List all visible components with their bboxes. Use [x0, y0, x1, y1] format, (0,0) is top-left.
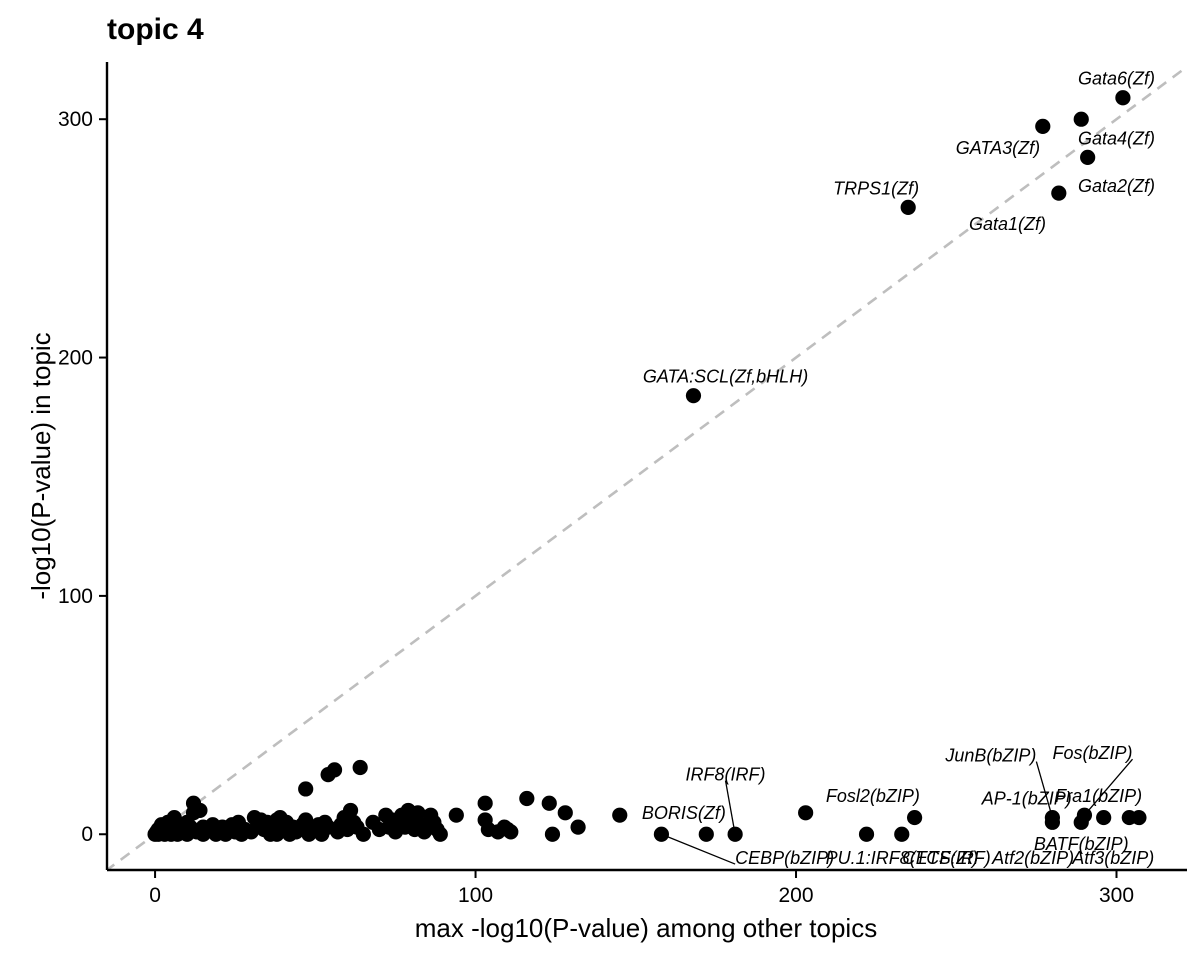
- x-tick-label: 200: [778, 884, 813, 907]
- x-tick-label: 0: [149, 884, 161, 907]
- data-point: [541, 795, 557, 811]
- point-label: BATF(bZIP): [1034, 834, 1129, 854]
- data-point: [900, 199, 916, 215]
- point-label: JunB(bZIP): [944, 746, 1036, 766]
- data-point: [1096, 809, 1112, 826]
- data-point: [355, 826, 371, 842]
- point-label: Gata6(Zf): [1078, 69, 1155, 89]
- point-label: Fos(bZIP): [1053, 743, 1133, 763]
- data-point: [1035, 118, 1051, 134]
- chart-title: topic 4: [107, 13, 204, 46]
- point-label: BORIS(Zf): [642, 803, 726, 823]
- data-point: [727, 826, 743, 842]
- y-axis-title: -log10(P-value) in topic: [26, 332, 56, 599]
- data-point: [1131, 809, 1147, 826]
- data-point: [1073, 111, 1089, 127]
- data-point: [326, 762, 343, 778]
- point-label: Gata1(Zf): [969, 214, 1046, 234]
- data-point: [698, 826, 714, 842]
- point-label: Atf3(bZIP): [1071, 848, 1154, 868]
- label-leader-line: [724, 780, 736, 835]
- point-label: GATA:SCL(Zf,bHLH): [643, 367, 808, 387]
- point-label: TRPS1(Zf): [833, 178, 919, 198]
- data-point: [342, 802, 359, 819]
- data-point: [519, 790, 535, 807]
- x-tick-label: 100: [458, 884, 493, 907]
- y-tick-label: 100: [58, 585, 93, 608]
- point-label: Fra1(bZIP): [1055, 786, 1142, 806]
- point-label: CEBP(bZIP): [735, 848, 834, 868]
- data-point: [503, 824, 519, 840]
- data-point: [570, 819, 586, 835]
- label-leader-line: [1035, 761, 1054, 818]
- data-point: [858, 826, 875, 842]
- data-point: [894, 826, 910, 842]
- data-point: [477, 795, 493, 811]
- point-label: Gata4(Zf): [1078, 128, 1155, 148]
- point-label: CTCF(Zf): [902, 848, 978, 868]
- diagonal-reference-line: [107, 65, 1187, 870]
- point-label: GATA3(Zf): [956, 138, 1040, 158]
- data-point: [906, 809, 923, 826]
- x-axis-title: max -log10(P-value) among other topics: [415, 913, 877, 943]
- data-point: [1076, 807, 1093, 823]
- data-point: [1051, 185, 1067, 201]
- data-point: [653, 826, 670, 842]
- data-point: [1115, 90, 1131, 106]
- data-point: [612, 807, 628, 823]
- data-point: [432, 826, 448, 842]
- y-tick-label: 300: [58, 108, 93, 131]
- data-point: [1080, 149, 1096, 165]
- data-point: [1044, 814, 1061, 830]
- point-label: PU.1:IRF8(ETS:IRF): [826, 848, 991, 868]
- y-tick-label: 0: [81, 823, 93, 846]
- data-point: [298, 812, 314, 828]
- data-point: [352, 759, 368, 776]
- y-tick-label: 200: [58, 347, 93, 370]
- label-leader-line: [661, 833, 736, 865]
- data-point: [410, 805, 426, 821]
- data-point: [298, 781, 314, 797]
- data-point: [544, 826, 561, 842]
- data-point: [798, 805, 814, 821]
- data-point: [192, 802, 208, 819]
- point-label: AP-1(bZIP): [981, 788, 1072, 808]
- plot-area: 0 100 200 300 0 100 200 300 Gata6(Zf) GATA3(Zf) Ga…: [58, 62, 1187, 907]
- data-point: [685, 388, 702, 404]
- label-leader-line: [1083, 758, 1134, 816]
- point-label: Atf2(bZIP): [991, 848, 1074, 868]
- data-point: [448, 807, 464, 823]
- point-label: Fosl2(bZIP): [826, 786, 920, 806]
- x-tick-label: 300: [1099, 884, 1134, 907]
- point-label: Gata2(Zf): [1078, 176, 1155, 196]
- data-point: [557, 805, 573, 821]
- point-label: IRF8(IRF): [686, 765, 766, 785]
